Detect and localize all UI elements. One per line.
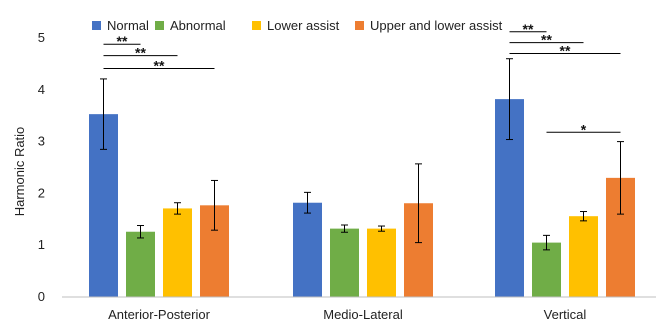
significance-marker: *	[581, 121, 587, 137]
y-tick-label: 1	[38, 237, 45, 252]
bar	[367, 228, 396, 297]
bars	[89, 99, 635, 298]
y-tick-label: 4	[38, 82, 45, 97]
y-tick-label: 3	[38, 134, 45, 149]
significance-marker: **	[117, 33, 128, 49]
legend: Normal Abnormal Lower assist Upper and lowe…	[92, 18, 503, 33]
significance-marker: **	[135, 45, 146, 61]
bar	[330, 228, 359, 297]
bar	[126, 231, 155, 297]
y-axis-label: Harmonic Ratio	[12, 127, 27, 217]
y-tick-label: 5	[38, 30, 45, 45]
y-tick-label: 0	[38, 289, 45, 304]
legend-label: Upper and lower assist	[370, 18, 503, 33]
significance-brackets: *************	[103, 21, 621, 137]
y-axis: 0 1 2 3 4 5	[38, 30, 45, 304]
legend-swatch	[155, 21, 164, 30]
legend-swatch	[355, 21, 364, 30]
legend-label: Lower assist	[267, 18, 340, 33]
legend-swatch	[92, 21, 101, 30]
x-category-label: Anterior-Posterior	[108, 307, 211, 322]
bar	[163, 208, 192, 297]
x-category-label: Medio-Lateral	[323, 307, 403, 322]
bar	[532, 242, 561, 297]
x-category-label: Vertical	[544, 307, 587, 322]
bar	[293, 202, 322, 297]
significance-marker: **	[541, 32, 552, 48]
significance-marker: **	[154, 58, 165, 74]
significance-marker: **	[523, 21, 534, 37]
x-axis-categories: Anterior-Posterior Medio-Lateral Vertical	[108, 307, 586, 322]
significance-marker: **	[560, 43, 571, 59]
legend-swatch	[252, 21, 261, 30]
legend-label: Abnormal	[170, 18, 226, 33]
legend-label: Normal	[107, 18, 149, 33]
y-tick-label: 2	[38, 185, 45, 200]
error-bars	[100, 58, 624, 251]
bar	[569, 216, 598, 297]
